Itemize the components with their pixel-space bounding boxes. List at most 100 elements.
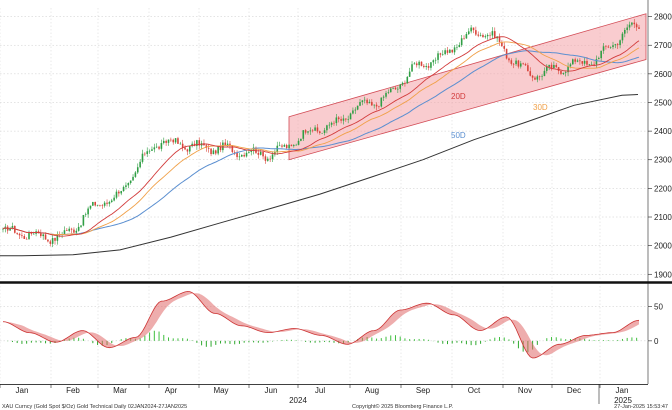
candle-body [408, 71, 411, 77]
candle-body [179, 143, 182, 145]
candle-body [477, 34, 480, 36]
candle-body [162, 140, 165, 144]
trend-channel [288, 13, 647, 161]
candle-body [54, 238, 56, 241]
candle-body [238, 156, 241, 158]
candle-body [68, 228, 71, 231]
candle-body [51, 238, 54, 244]
candle-body [233, 152, 236, 153]
candle-body [243, 154, 245, 157]
candle-body [56, 234, 59, 241]
candle-body [538, 76, 541, 78]
candle-body [375, 104, 378, 107]
candlesticks [2, 18, 640, 248]
candle-body [349, 113, 352, 120]
date-tick-label: May [213, 386, 228, 395]
candle-body [430, 62, 432, 68]
candle-body [404, 82, 406, 84]
candle-body [624, 29, 626, 34]
candle-body [616, 44, 619, 46]
candle-body [319, 131, 321, 133]
date-tick-label: Jan [16, 386, 29, 395]
candle-body [120, 191, 123, 194]
candle-body [160, 143, 163, 149]
candle-body [188, 146, 191, 152]
candle-body [465, 34, 468, 39]
ma-30-line [2, 41, 640, 236]
candle-body [411, 64, 413, 72]
year-label-2024: 2024 [289, 396, 307, 405]
candle-body [42, 234, 44, 237]
candle-body [255, 147, 257, 153]
candle-body [196, 140, 198, 147]
candle-body [335, 117, 338, 124]
candle-body [600, 50, 602, 59]
candle-body [28, 232, 30, 239]
date-tick-label: Mar [113, 386, 127, 395]
candle-body [99, 205, 101, 206]
price-tick-label: 2100 [654, 213, 672, 222]
candle-body [222, 142, 224, 151]
candle-body [529, 71, 532, 76]
candle-body [382, 96, 385, 98]
candle-body [467, 31, 470, 35]
candle-body [337, 117, 340, 120]
candle-body [73, 229, 75, 233]
candle-body [245, 152, 248, 157]
price-tick-label: 2800 [654, 13, 672, 22]
candle-body [503, 46, 506, 49]
candle-body [517, 60, 520, 67]
candle-body [326, 125, 328, 131]
candle-body [363, 99, 366, 101]
candle-body [553, 64, 555, 68]
ma-50-label: 50D [451, 131, 466, 140]
candle-body [271, 154, 274, 160]
candle-body [32, 233, 35, 235]
candle-body [9, 228, 11, 231]
candle-body [165, 140, 167, 143]
candle-body [531, 75, 534, 78]
candle-body [321, 132, 323, 134]
candle-body [489, 34, 491, 36]
candle-body [498, 36, 501, 42]
candle-body [361, 100, 364, 103]
candle-body [89, 205, 92, 209]
candle-body [512, 63, 515, 65]
oscillator-axis: 50 0 [648, 303, 663, 346]
candle-body [505, 48, 508, 59]
candle-body [146, 151, 149, 155]
candle-body [579, 60, 581, 62]
candle-body [486, 34, 489, 37]
candle-body [262, 151, 264, 157]
candle-body [510, 60, 513, 64]
candle-body [501, 41, 503, 47]
candle-body [458, 44, 461, 48]
candle-body [359, 102, 361, 106]
candle-body [219, 146, 222, 151]
candle-body [144, 153, 146, 155]
candle-body [590, 64, 593, 65]
candle-body [602, 46, 605, 51]
date-tick-label: Jul [315, 386, 325, 395]
candle-body [212, 150, 215, 155]
candle-body [598, 58, 600, 60]
candle-body [269, 158, 271, 160]
candle-body [534, 77, 536, 80]
candle-body [316, 127, 319, 132]
candle-body [548, 64, 550, 67]
candle-body [134, 172, 137, 177]
candle-body [170, 139, 172, 141]
candle-body [311, 130, 314, 132]
candle-body [545, 66, 548, 71]
candle-body [451, 49, 454, 53]
candle-body [151, 149, 153, 151]
candle-body [574, 59, 576, 62]
candle-body [153, 147, 156, 150]
candle-body [635, 24, 638, 28]
candle-body [399, 84, 402, 89]
candle-body [456, 47, 458, 48]
candle-body [633, 22, 636, 25]
price-tick-label: 2500 [654, 98, 672, 107]
year-label-2025: 2025 [614, 396, 632, 405]
candle-body [330, 122, 333, 125]
